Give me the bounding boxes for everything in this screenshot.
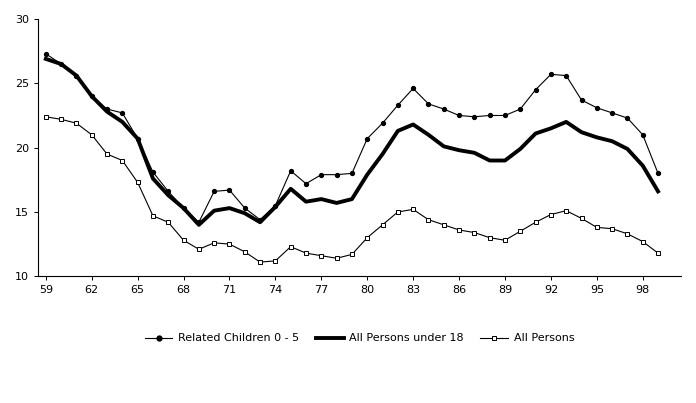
Legend: Related Children 0 - 5, All Persons under 18, All Persons: Related Children 0 - 5, All Persons unde… (141, 329, 579, 348)
